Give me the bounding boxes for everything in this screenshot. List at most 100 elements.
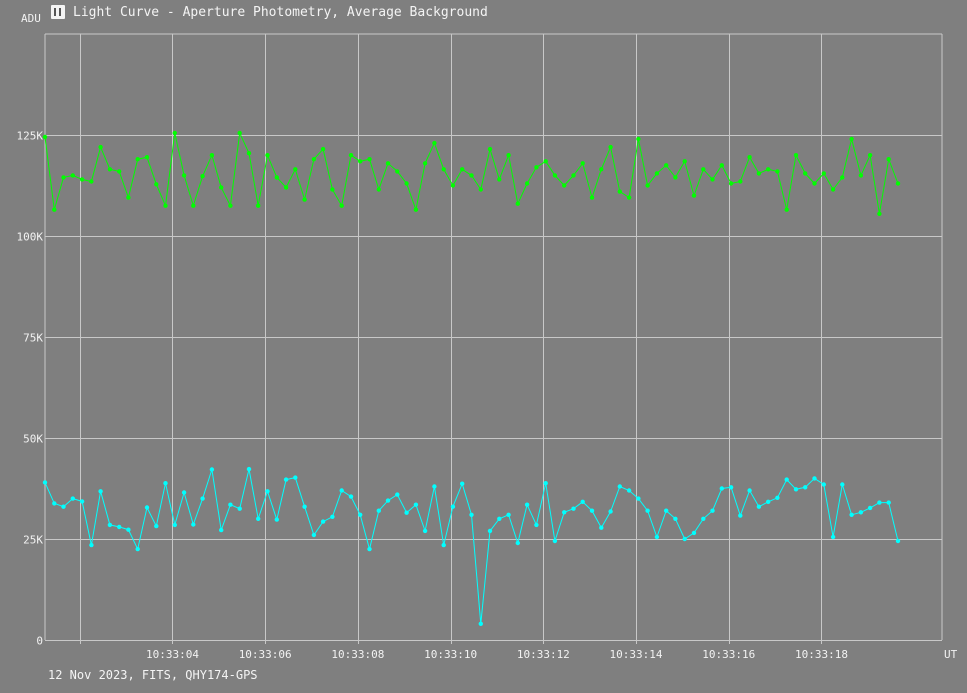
data-point [784, 207, 789, 212]
data-point [265, 489, 270, 494]
data-point [404, 510, 409, 515]
data-point [877, 211, 882, 216]
data-point [543, 159, 548, 164]
data-point [293, 475, 298, 480]
data-point [664, 163, 669, 168]
x-tick-label: 10:33:10 [424, 648, 477, 661]
data-point [867, 505, 873, 511]
data-point [849, 512, 854, 517]
data-point [571, 173, 576, 178]
data-point [830, 534, 836, 540]
data-point [719, 486, 724, 491]
data-point [172, 522, 177, 528]
data-point [181, 490, 187, 495]
data-point [506, 153, 511, 158]
data-point [144, 505, 150, 510]
footer-caption: 12 Nov 2023, FITS, QHY174-GPS [48, 668, 258, 682]
data-point [515, 201, 520, 206]
data-point [61, 175, 66, 180]
data-point [256, 516, 261, 521]
data-point [682, 159, 687, 164]
data-point [348, 494, 354, 499]
data-point [228, 502, 233, 507]
data-point [441, 542, 446, 548]
data-point [200, 496, 205, 501]
data-point [571, 506, 576, 511]
data-point [858, 173, 864, 178]
data-point [385, 498, 391, 503]
data-point [376, 508, 381, 513]
data-point [654, 534, 660, 540]
data-point [348, 153, 354, 158]
data-point [895, 181, 901, 186]
data-point [756, 171, 762, 176]
data-point [70, 173, 76, 178]
data-point [580, 161, 585, 166]
data-point [413, 502, 419, 507]
data-point [61, 504, 66, 509]
series-0 [42, 130, 901, 216]
data-point [209, 467, 215, 472]
data-point [728, 181, 734, 186]
data-point [728, 485, 734, 490]
data-point [775, 495, 780, 500]
data-point [636, 496, 641, 501]
data-point [719, 163, 724, 168]
data-point [636, 136, 641, 142]
data-point [237, 506, 242, 511]
data-point [246, 466, 252, 472]
y-tick-label: 75K [23, 332, 43, 345]
data-point [599, 167, 604, 172]
data-point [497, 177, 502, 182]
data-point [738, 513, 743, 518]
data-point [803, 485, 808, 490]
data-point [738, 179, 743, 184]
data-point [775, 169, 780, 174]
data-point [812, 181, 817, 186]
data-point [877, 500, 882, 505]
data-point [487, 146, 493, 152]
data-point [534, 522, 539, 528]
data-point [710, 177, 715, 182]
data-point [432, 484, 437, 489]
data-point [246, 151, 252, 156]
data-point [385, 161, 391, 166]
data-point [339, 488, 344, 493]
data-point [79, 499, 85, 504]
data-point [107, 167, 113, 172]
chart-grid [44, 33, 943, 644]
data-point [450, 183, 456, 188]
data-point [608, 509, 613, 514]
data-point [524, 502, 530, 507]
data-point [840, 175, 845, 180]
data-point [812, 476, 817, 481]
data-point [543, 481, 548, 486]
y-tick-label: 25K [23, 534, 43, 547]
data-point [126, 527, 131, 532]
data-point [654, 171, 660, 176]
data-point [70, 496, 76, 501]
data-point [98, 489, 103, 494]
x-tick-label: 10:33:12 [517, 648, 570, 661]
data-point [89, 542, 94, 548]
data-point [682, 536, 687, 542]
data-point [626, 488, 632, 493]
data-point [766, 167, 771, 172]
app-icon[interactable] [51, 5, 65, 19]
data-point [413, 207, 419, 212]
data-point [645, 508, 650, 513]
data-point [580, 499, 585, 504]
data-point [52, 501, 57, 506]
data-point [191, 203, 196, 208]
data-point [311, 157, 317, 162]
data-point [506, 512, 511, 517]
data-point [821, 482, 826, 487]
data-point [691, 530, 697, 536]
data-point [617, 189, 622, 194]
data-point [358, 159, 363, 164]
data-point [395, 492, 400, 497]
data-point [154, 523, 159, 529]
data-point [320, 146, 326, 152]
data-point [626, 195, 632, 200]
